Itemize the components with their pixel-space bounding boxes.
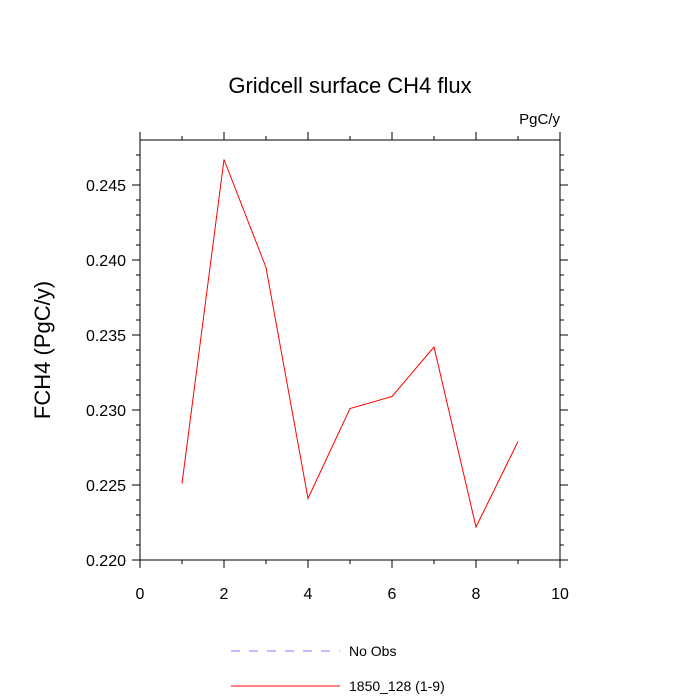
legend: No Obs 1850_128 (1-9): [231, 643, 445, 694]
x-tick-label: 0: [136, 586, 145, 603]
y-tick-label: 0.245: [86, 178, 126, 195]
tick-labels: 0 2 4 6 8 10 0.220 0.225 0.230 0.235 0.240 0.245: [86, 178, 569, 603]
series-line-0: [181, 159, 519, 529]
chart-title: Gridcell surface CH4 flux: [228, 73, 471, 98]
x-tick-label: 10: [551, 586, 569, 603]
x-tick-label: 8: [472, 586, 481, 603]
units-label: PgC/y: [519, 111, 560, 128]
x-tick-label: 6: [388, 586, 397, 603]
legend-label: No Obs: [349, 643, 396, 659]
y-tick-label: 0.225: [86, 478, 126, 495]
y-tick-label: 0.230: [86, 403, 126, 420]
y-tick-label: 0.235: [86, 328, 126, 345]
y-axis-label: FCH4 (PgC/y): [30, 281, 55, 419]
y-tick-label: 0.220: [86, 553, 126, 570]
x-tick-label: 2: [220, 586, 229, 603]
plot-frame: [139, 139, 561, 561]
series-layer: [181, 159, 519, 529]
x-tick-label: 4: [304, 586, 313, 603]
y-tick-label: 0.240: [86, 253, 126, 270]
axis-ticks: [132, 132, 568, 568]
legend-label: 1850_128 (1-9): [349, 678, 445, 694]
